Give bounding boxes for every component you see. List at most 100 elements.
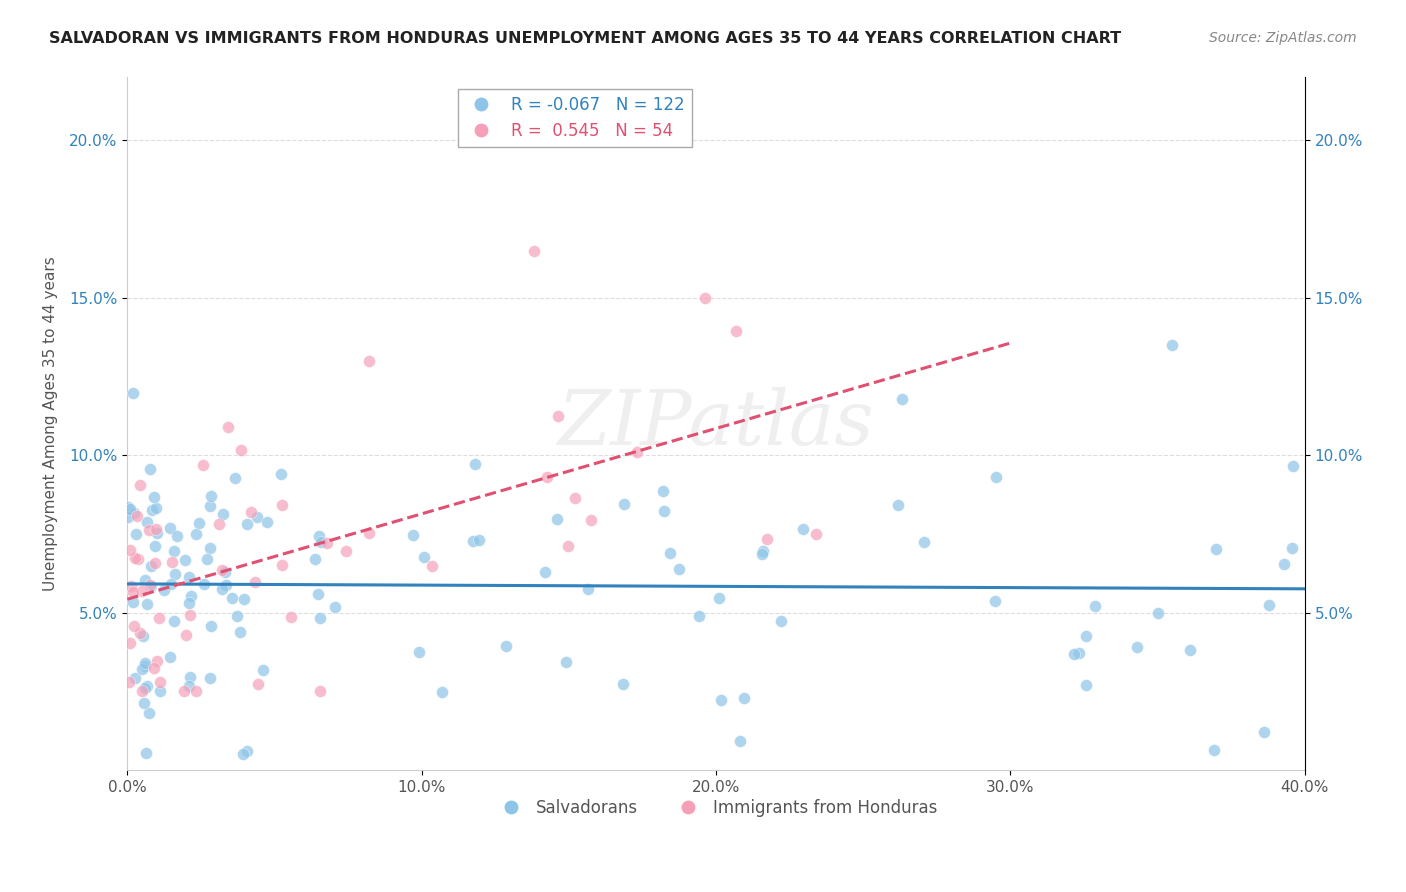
Point	[125, 527, 148, 541]
Point	[659, 546, 682, 560]
Point	[138, 523, 160, 537]
Point	[179, 670, 201, 684]
Point	[402, 528, 425, 542]
Point	[145, 500, 167, 515]
Point	[710, 693, 733, 707]
Point	[212, 507, 235, 521]
Point	[180, 589, 202, 603]
Point	[1067, 646, 1090, 660]
Point	[335, 543, 357, 558]
Point	[193, 576, 215, 591]
Point	[120, 578, 142, 592]
Point	[1258, 599, 1281, 613]
Point	[214, 565, 236, 579]
Point	[134, 659, 156, 673]
Point	[136, 516, 159, 530]
Point	[1084, 599, 1107, 613]
Point	[887, 498, 910, 512]
Point	[146, 526, 169, 541]
Point	[143, 557, 166, 571]
Point	[128, 478, 150, 492]
Point	[1281, 541, 1303, 556]
Point	[792, 522, 814, 536]
Point	[564, 491, 586, 505]
Point	[146, 654, 169, 668]
Point	[127, 508, 149, 523]
Point	[308, 611, 330, 625]
Point	[139, 462, 162, 476]
Point	[533, 566, 555, 580]
Point	[163, 566, 186, 581]
Point	[1147, 606, 1170, 620]
Point	[311, 535, 333, 549]
Point	[325, 599, 347, 614]
Point	[522, 244, 544, 258]
Point	[198, 541, 221, 555]
Point	[668, 562, 690, 576]
Point	[1272, 557, 1295, 571]
Point	[136, 679, 159, 693]
Point	[211, 563, 233, 577]
Point	[134, 656, 156, 670]
Point	[121, 584, 143, 599]
Point	[139, 578, 162, 592]
Point	[122, 619, 145, 633]
Point	[546, 512, 568, 526]
Point	[134, 573, 156, 587]
Point	[468, 533, 491, 548]
Point	[1282, 459, 1305, 474]
Point	[118, 674, 141, 689]
Point	[148, 611, 170, 625]
Point	[166, 529, 188, 543]
Point	[890, 392, 912, 406]
Point	[984, 470, 1007, 484]
Point	[307, 587, 329, 601]
Point	[1074, 629, 1097, 643]
Point	[191, 458, 214, 472]
Point	[464, 457, 486, 471]
Point	[463, 533, 485, 548]
Point	[688, 608, 710, 623]
Point	[1180, 643, 1202, 657]
Point	[214, 577, 236, 591]
Point	[224, 471, 246, 485]
Point	[271, 498, 294, 512]
Point	[626, 445, 648, 459]
Point	[211, 582, 233, 596]
Point	[138, 706, 160, 720]
Point	[221, 591, 243, 606]
Point	[271, 558, 294, 572]
Point	[554, 656, 576, 670]
Point	[131, 584, 153, 599]
Point	[122, 506, 145, 520]
Point	[1125, 640, 1147, 654]
Point	[1063, 647, 1085, 661]
Point	[432, 685, 454, 699]
Point	[198, 671, 221, 685]
Point	[159, 650, 181, 665]
Point	[1161, 338, 1184, 352]
Point	[357, 353, 380, 368]
Point	[179, 679, 201, 693]
Point	[612, 677, 634, 691]
Point	[132, 696, 155, 710]
Point	[217, 420, 239, 434]
Point	[695, 291, 717, 305]
Point	[200, 489, 222, 503]
Point	[912, 534, 935, 549]
Point	[357, 525, 380, 540]
Point	[118, 636, 141, 650]
Y-axis label: Unemployment Among Ages 35 to 44 years: Unemployment Among Ages 35 to 44 years	[44, 256, 58, 591]
Point	[188, 516, 211, 530]
Point	[135, 746, 157, 760]
Point	[149, 684, 172, 698]
Text: SALVADORAN VS IMMIGRANTS FROM HONDURAS UNEMPLOYMENT AMONG AGES 35 TO 44 YEARS CO: SALVADORAN VS IMMIGRANTS FROM HONDURAS U…	[49, 31, 1122, 46]
Point	[984, 594, 1007, 608]
Point	[651, 483, 673, 498]
Point	[184, 527, 207, 541]
Point	[420, 559, 443, 574]
Point	[728, 734, 751, 748]
Point	[149, 675, 172, 690]
Point	[725, 324, 748, 338]
Point	[547, 409, 569, 423]
